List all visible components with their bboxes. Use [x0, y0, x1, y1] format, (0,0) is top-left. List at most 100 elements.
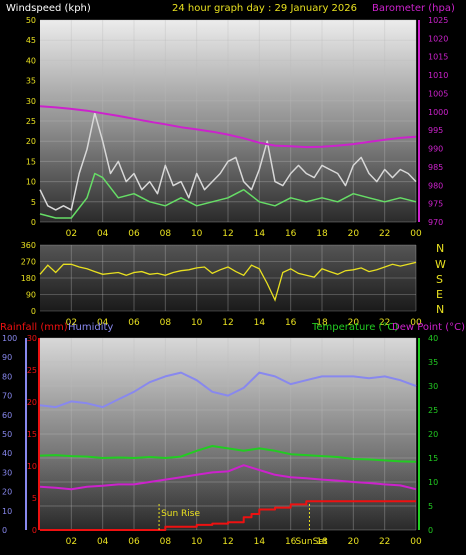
- x-tick-label: 00: [410, 318, 422, 328]
- dewpoint-line: [39, 464, 417, 491]
- x-tick-label: 02: [66, 229, 77, 239]
- y-humidity-tick-label: 30: [2, 468, 12, 477]
- y-temp-tick-label: 10: [428, 478, 438, 487]
- x-tick-label: 16: [285, 537, 297, 547]
- y-right-tick-label: 995: [428, 126, 443, 135]
- temp-humidity-panel: [40, 338, 416, 530]
- wind-average-line: [39, 172, 417, 219]
- y-dir-tick-label: 0: [31, 307, 36, 316]
- x-tick-label: 00: [410, 229, 422, 239]
- y-rain-tick-label: 10: [27, 462, 37, 471]
- temperature-line: [39, 445, 417, 463]
- y-temp-tick-label: 20: [428, 430, 438, 439]
- humidity-line: [39, 371, 417, 409]
- y-left-tick-label: 50: [26, 16, 36, 25]
- x-tick-label: 06: [128, 318, 140, 328]
- x-tick-label: 22: [379, 537, 390, 547]
- x-tick-label: 12: [222, 537, 233, 547]
- plot-lines: Sun Rise SunSet: [39, 105, 417, 547]
- y-left-tick-label: 20: [26, 137, 36, 146]
- y-left-tick-label: 40: [26, 56, 36, 65]
- x-tick-label: 02: [66, 318, 77, 328]
- sunset-label: SunSet: [295, 537, 327, 547]
- x-tick-label: 08: [160, 318, 172, 328]
- y-rain-tick-label: 5: [32, 494, 37, 503]
- x-tick-label: 10: [191, 318, 203, 328]
- y-humidity-tick-label: 80: [2, 372, 12, 381]
- compass-north-top: N: [436, 242, 444, 255]
- y-left-tick-label: 10: [26, 178, 36, 187]
- x-tick-label: 22: [379, 318, 390, 328]
- wind-gust-line: [39, 112, 417, 211]
- y-rain-tick-label: 30: [27, 334, 37, 343]
- x-tick-label: 06: [128, 229, 140, 239]
- page-title: 24 hour graph day : 29 January 2026: [172, 3, 357, 14]
- x-tick-label: 14: [254, 229, 266, 239]
- x-tick-label: 16: [285, 318, 297, 328]
- x-tick-label: 12: [222, 229, 233, 239]
- x-tick-label: 02: [66, 537, 77, 547]
- y-right-tick-label: 980: [428, 181, 443, 190]
- y-right-tick-label: 1000: [428, 108, 448, 117]
- y-humidity-tick-label: 0: [2, 526, 7, 535]
- compass-north-bottom: N: [436, 303, 444, 316]
- x-tick-label: 00: [410, 537, 422, 547]
- x-tick-label: 20: [348, 229, 360, 239]
- y-right-tick-label: 985: [428, 163, 443, 172]
- barometer-line: [39, 105, 417, 149]
- y-humidity-tick-label: 100: [2, 334, 17, 343]
- x-tick-label: 22: [379, 229, 390, 239]
- y-right-tick-label: 975: [428, 200, 443, 209]
- y-temp-tick-label: 40: [428, 334, 438, 343]
- y-dir-tick-label: 270: [21, 258, 36, 267]
- y-dir-tick-label: 90: [26, 291, 36, 300]
- y-temp-tick-label: 35: [428, 358, 438, 367]
- y-rain-tick-label: 15: [27, 430, 37, 439]
- compass-east: E: [436, 288, 443, 301]
- y-left-tick-label: 45: [26, 36, 36, 45]
- x-tick-label: 06: [128, 537, 140, 547]
- x-tick-label: 04: [97, 537, 109, 547]
- rainfall-axis-label: Rainfall (mm): [0, 322, 68, 333]
- y-right-tick-label: 990: [428, 145, 443, 154]
- y-left-tick-label: 5: [31, 198, 36, 207]
- y-temp-tick-label: 5: [428, 502, 433, 511]
- y-right-tick-label: 1025: [428, 16, 448, 25]
- humidity-axis-label: Humidity: [68, 322, 113, 333]
- x-tick-label: 14: [254, 318, 266, 328]
- x-tick-label: 12: [222, 318, 233, 328]
- y-humidity-tick-label: 90: [2, 353, 12, 362]
- y-temp-tick-label: 25: [428, 406, 438, 415]
- windspeed-axis-label: Windspeed (kph): [6, 3, 91, 14]
- dewpoint-axis-label: Dew Point (°C): [392, 322, 465, 333]
- temperature-axis-label: Temperature (°C): [311, 322, 398, 333]
- x-tick-label: 16: [285, 229, 297, 239]
- y-right-tick-label: 1010: [428, 71, 448, 80]
- x-tick-label: 20: [348, 537, 360, 547]
- y-temp-tick-label: 30: [428, 382, 438, 391]
- y-humidity-tick-label: 50: [2, 430, 12, 439]
- x-tick-label: 14: [254, 537, 266, 547]
- x-tick-label: 18: [316, 229, 328, 239]
- y-right-tick-label: 1020: [428, 34, 448, 43]
- gridlines: [40, 19, 417, 531]
- compass-west: W: [435, 258, 446, 271]
- wind-direction-line: [39, 261, 417, 302]
- y-humidity-tick-label: 40: [2, 449, 12, 458]
- y-left-tick-label: 15: [26, 157, 36, 166]
- y-humidity-tick-label: 70: [2, 392, 12, 401]
- x-tick-label: 18: [316, 537, 328, 547]
- y-right-tick-label: 970: [428, 218, 443, 227]
- y-left-tick-label: 30: [26, 97, 36, 106]
- y-rain-tick-label: 25: [27, 366, 37, 375]
- y-left-tick-label: 25: [26, 117, 36, 126]
- x-tick-label: 04: [97, 229, 109, 239]
- y-rain-tick-label: 0: [32, 526, 37, 535]
- direction-panel: [40, 245, 416, 311]
- y-dir-tick-label: 180: [21, 274, 36, 283]
- y-humidity-tick-label: 20: [2, 488, 12, 497]
- x-tick-label: 10: [191, 229, 203, 239]
- x-tick-label: 08: [160, 229, 172, 239]
